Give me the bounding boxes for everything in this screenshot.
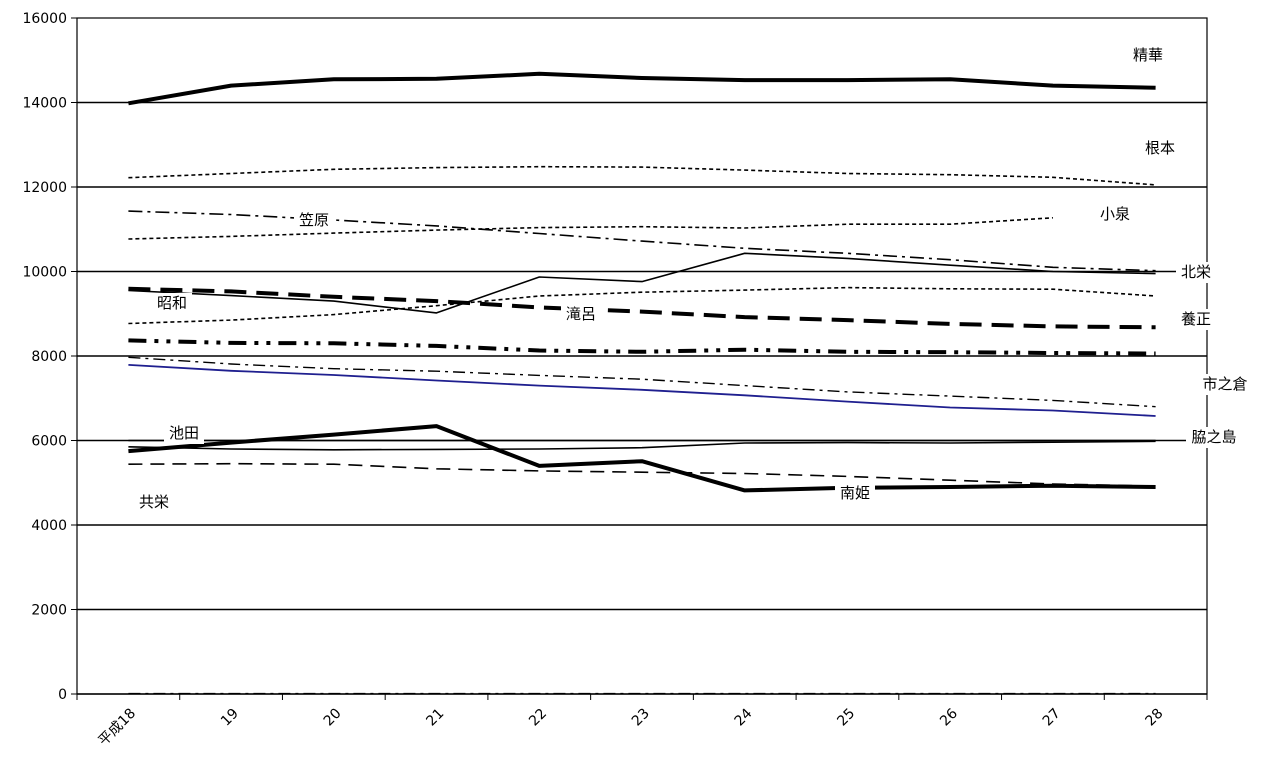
series-label-bg xyxy=(134,492,174,513)
series-line xyxy=(128,71,1156,106)
series-label: 南姫 xyxy=(840,484,870,502)
series-label: 根本 xyxy=(1145,139,1175,157)
x-tick-label: 27 xyxy=(1040,706,1064,730)
series-label: 精華 xyxy=(1133,46,1163,64)
series-label: 共栄 xyxy=(139,493,169,511)
y-tick-label: 6000 xyxy=(31,434,67,450)
series-label-bg xyxy=(1176,309,1216,330)
series-label-bg xyxy=(1197,374,1253,395)
series-line xyxy=(128,364,1156,417)
y-tick-label: 14000 xyxy=(22,96,67,112)
series-line xyxy=(128,217,1053,240)
series-label-bg xyxy=(1095,204,1135,225)
series-line xyxy=(128,165,1156,186)
series-line xyxy=(128,462,1156,487)
y-tick-label: 0 xyxy=(58,687,67,703)
series-label: 養正 xyxy=(1181,310,1211,328)
series-label-bg xyxy=(1176,262,1216,283)
x-tick-label: 25 xyxy=(834,706,858,730)
series-line xyxy=(128,424,1156,493)
x-tick-label: 26 xyxy=(937,705,961,729)
series-label-bg xyxy=(835,483,875,504)
series-label: 池田 xyxy=(169,424,199,442)
series-label-bg xyxy=(561,304,601,325)
series-line xyxy=(128,252,1156,314)
series-label-bg xyxy=(152,293,192,314)
series-line xyxy=(128,356,1156,408)
y-tick-label: 10000 xyxy=(22,265,67,281)
series-label: 笠原 xyxy=(299,211,329,229)
x-tick-label: 19 xyxy=(218,706,242,730)
x-tick-label: 23 xyxy=(629,706,653,730)
series-line xyxy=(128,286,1156,330)
x-tick-label: 24 xyxy=(732,705,756,729)
series-label: 小泉 xyxy=(1100,205,1130,223)
x-tick-label: 28 xyxy=(1143,706,1167,730)
series-label: 北栄 xyxy=(1181,263,1211,281)
series-line xyxy=(128,210,1156,272)
x-tick-label: 22 xyxy=(526,706,550,730)
x-tick-label: 平成18 xyxy=(95,706,139,750)
series-line xyxy=(128,440,1156,451)
axes: 0 2000 4000 6000 8000 10000 12000 14000 16000 平成1… xyxy=(22,11,1208,750)
series-line xyxy=(128,338,1156,356)
series-label-bg xyxy=(294,210,334,231)
series-label-bg xyxy=(164,423,204,444)
y-tick-label: 2000 xyxy=(31,603,67,619)
series-label: 昭和 xyxy=(157,294,187,312)
gridlines xyxy=(77,101,1207,611)
series-label: 市之倉 xyxy=(1202,375,1247,393)
x-tick-label: 21 xyxy=(423,706,447,730)
y-tick-label: 16000 xyxy=(22,11,67,27)
series-label: 滝呂 xyxy=(566,305,596,323)
series-group xyxy=(128,71,1156,695)
series-label-bg xyxy=(1186,427,1242,448)
series-line xyxy=(128,286,1156,325)
y-tick-label: 4000 xyxy=(31,518,67,534)
series-label: 脇之島 xyxy=(1191,428,1236,446)
y-tick-label: 8000 xyxy=(31,349,67,365)
y-tick-label: 12000 xyxy=(22,180,67,196)
x-tick-label: 20 xyxy=(321,706,345,730)
